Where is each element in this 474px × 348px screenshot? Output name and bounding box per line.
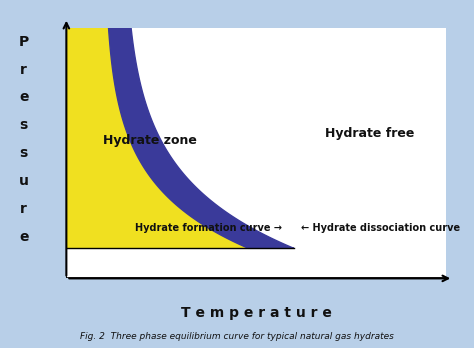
Polygon shape xyxy=(66,28,248,248)
Text: r: r xyxy=(20,63,27,77)
Text: s: s xyxy=(19,146,28,160)
Text: s: s xyxy=(19,118,28,132)
Text: Hydrate zone: Hydrate zone xyxy=(103,134,197,147)
Text: P: P xyxy=(18,35,29,49)
Text: T e m p e r a t u r e: T e m p e r a t u r e xyxy=(181,306,331,320)
Text: Fig. 2  Three phase equilibrium curve for typical natural gas hydrates: Fig. 2 Three phase equilibrium curve for… xyxy=(80,332,394,341)
Text: Hydrate free: Hydrate free xyxy=(325,127,414,140)
Polygon shape xyxy=(109,28,294,248)
Text: Hydrate
risk: Hydrate risk xyxy=(238,117,289,139)
Text: e: e xyxy=(19,90,28,104)
Text: Hydrate formation curve →: Hydrate formation curve → xyxy=(135,223,282,233)
Text: r: r xyxy=(20,202,27,216)
Text: e: e xyxy=(19,230,28,244)
Text: ← Hydrate dissociation curve: ← Hydrate dissociation curve xyxy=(301,223,461,233)
Text: u: u xyxy=(19,174,28,188)
